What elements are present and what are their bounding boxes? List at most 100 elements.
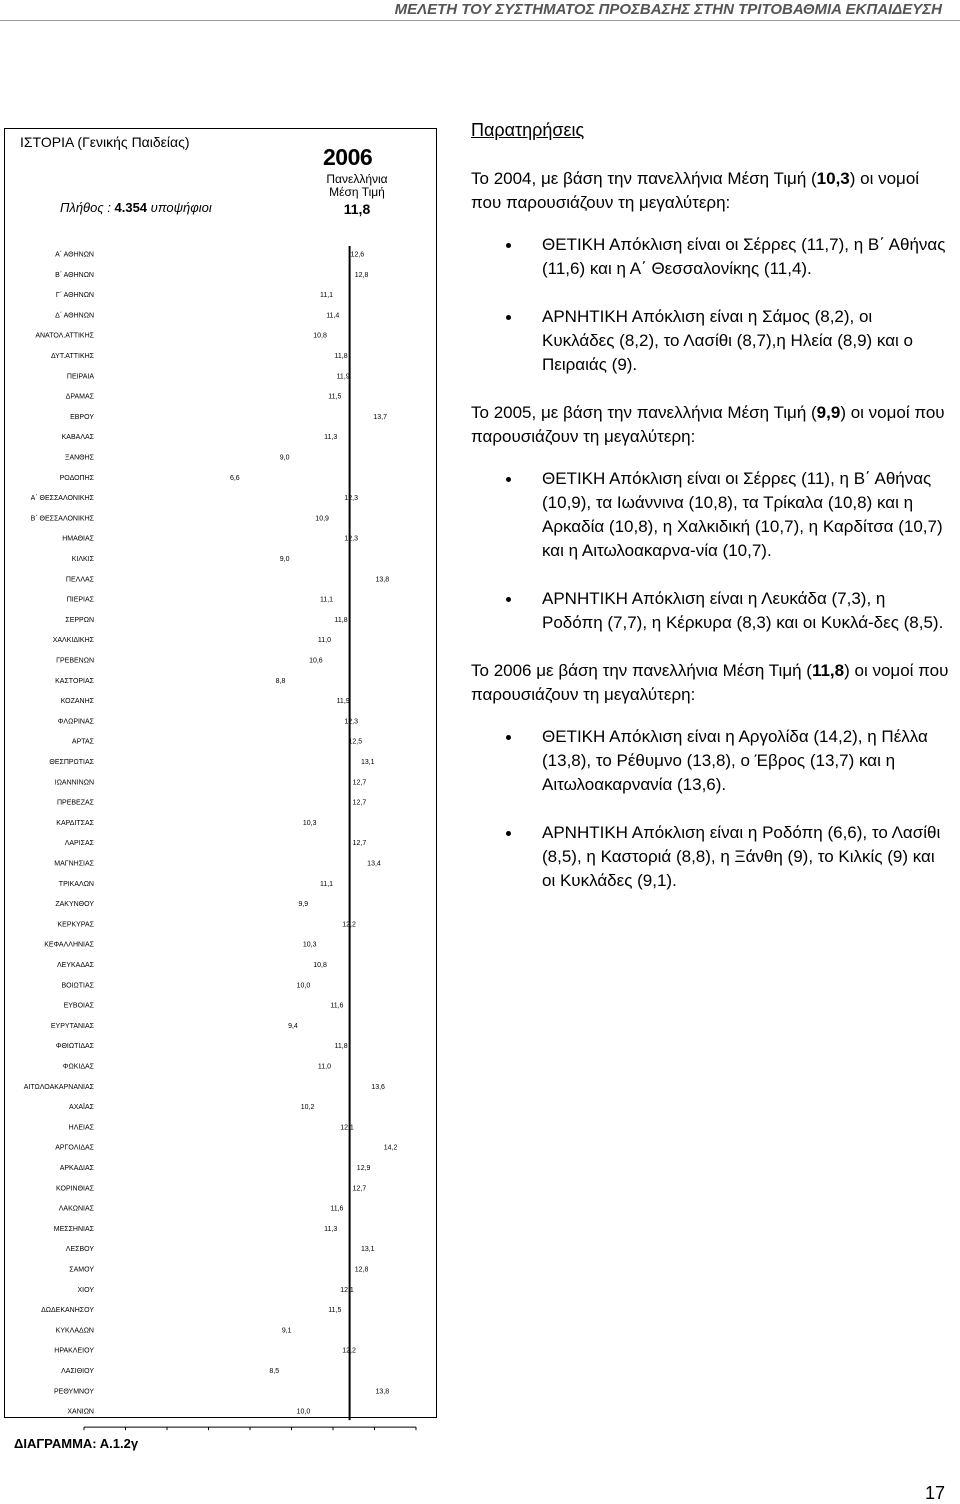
value-label: 10,2 [301, 1104, 315, 1111]
value-label: 12,1 [340, 1287, 354, 1294]
region-label: Γ΄ ΑΘΗΝΩΝ [56, 292, 94, 299]
region-label: ΣΑΜΟΥ [69, 1267, 94, 1274]
value-label: 9,1 [282, 1327, 292, 1334]
region-label: ΤΡΙΚΑΛΩΝ [59, 881, 94, 888]
value-label: 10,8 [313, 333, 327, 340]
observation-item: ΑΡΝΗΤΙΚΗ Απόκλιση είναι η Ροδόπη (6,6), … [471, 821, 949, 893]
bullet-icon [506, 477, 511, 482]
region-label: ΚΥΚΛΑΔΩΝ [56, 1327, 94, 1334]
region-label: ΔΩΔΕΚΑΝΗΣΟΥ [41, 1307, 94, 1314]
region-label: ΚΟΖΑΝΗΣ [61, 698, 95, 705]
region-label: ΚΑΡΔΙΤΣΑΣ [56, 820, 94, 827]
region-label: ΛΑΣΙΘΙΟΥ [61, 1368, 94, 1375]
value-label: 12,7 [353, 1185, 367, 1192]
count-label: Πλήθος : [60, 200, 111, 215]
value-label: 12,6 [351, 252, 365, 259]
value-label: 11,3 [324, 434, 337, 441]
observation-text: ΘΕΤΙΚΗ Απόκλιση είναι οι Σέρρες (11,7), … [542, 235, 946, 278]
value-label: 13,8 [375, 576, 389, 583]
value-label: 9,0 [280, 455, 290, 462]
value-label: 12,9 [357, 1165, 371, 1172]
value-label: 11,8 [334, 1043, 347, 1050]
region-label: ΚΑΒΑΛΑΣ [62, 434, 95, 441]
observations-sections: Το 2004, με βάση την πανελλήνια Μέση Τιμ… [471, 167, 949, 893]
value-label: 12,7 [353, 840, 367, 847]
region-label: ΠΡΕΒΕΖΑΣ [57, 800, 95, 807]
value-label: 13,8 [375, 1388, 389, 1395]
running-header-title: ΜΕΛΕΤΗ ΤΟΥ ΣΥΣΤΗΜΑΤΟΣ ΠΡΟΣΒΑΣΗΣ ΣΤΗΝ ΤΡΙ… [394, 1, 942, 18]
value-label: 10,8 [313, 962, 327, 969]
value-label: 11,0 [318, 1064, 331, 1071]
region-label: Δ΄ ΑΘΗΝΩΝ [55, 312, 94, 319]
value-label: 12,2 [342, 921, 356, 928]
observation-intro: Το 2006 με βάση την πανελλήνια Μέση Τιμή… [471, 659, 949, 707]
region-label: ΛΕΥΚΑΔΑΣ [57, 962, 95, 969]
region-label: ΛΕΣΒΟΥ [66, 1246, 95, 1253]
region-label: ΧΑΛΚΙΔΙΚΗΣ [53, 637, 95, 644]
region-label: ΑΝΑΤΟΛ.ΑΤΤΙΚΗΣ [35, 333, 94, 340]
region-label: ΕΒΡΟΥ [70, 414, 94, 421]
value-label: 11,1 [320, 881, 333, 888]
value-label: 10,3 [303, 820, 317, 827]
region-label: ΛΑΡΙΣΑΣ [65, 840, 95, 847]
value-label: 8,5 [269, 1368, 279, 1375]
region-label: ΓΡΕΒΕΝΩΝ [56, 658, 94, 665]
value-label: 13,6 [371, 1084, 385, 1091]
intro-mean-value: 10,3 [816, 169, 850, 188]
region-label: ΔΡΑΜΑΣ [66, 394, 95, 401]
region-label: ΒΟΙΩΤΙΑΣ [61, 982, 94, 989]
intro-text: ) οι νομοί που παρουσιάζουν τη μεγαλύτερ… [471, 169, 920, 212]
observation-intro: Το 2005, με βάση την πανελλήνια Μέση Τιμ… [471, 401, 949, 449]
value-label: 11,6 [330, 1003, 343, 1010]
value-label: 12,3 [344, 536, 358, 543]
value-label: 11,1 [320, 597, 333, 604]
observations-title: Παρατηρήσεις [471, 120, 585, 140]
region-label: Β΄ ΑΘΗΝΩΝ [55, 272, 94, 279]
mean-label-line2: Μέση Τιμή [329, 185, 385, 199]
region-label: ΔΥΤ.ΑΤΤΙΚΗΣ [51, 353, 95, 360]
value-label: 9,0 [280, 556, 290, 563]
value-label: 13,1 [361, 1246, 375, 1253]
candidate-count: Πλήθος : 4.354 υποψήφιοι [60, 200, 212, 215]
bullet-icon [506, 315, 511, 320]
region-label: ΙΩΑΝΝΙΝΩΝ [55, 779, 94, 786]
observation-item: ΘΕΤΙΚΗ Απόκλιση είναι οι Σέρρες (11,7), … [471, 233, 949, 281]
region-label: ΠΙΕΡΙΑΣ [67, 597, 95, 604]
region-label: ΖΑΚΥΝΘΟΥ [55, 901, 94, 908]
value-label: 13,4 [367, 861, 381, 868]
intro-text: Το 2006 με βάση την πανελλήνια Μέση Τιμή… [471, 661, 812, 680]
intro-text: Το 2005, με βάση την πανελλήνια Μέση Τιμ… [471, 403, 817, 422]
value-label: 8,8 [276, 678, 286, 685]
value-label: 10,6 [309, 658, 323, 665]
region-label: ΚΕΦΑΛΛΗΝΙΑΣ [44, 942, 94, 949]
value-label: 12,2 [342, 1348, 356, 1355]
region-label: ΜΑΓΝΗΣΙΑΣ [54, 861, 94, 868]
observation-intro: Το 2004, με βάση την πανελλήνια Μέση Τιμ… [471, 167, 949, 215]
region-label: ΑΡΤΑΣ [72, 739, 95, 746]
intro-text: ) οι νομοί που παρουσιάζουν τη μεγαλύτερ… [471, 403, 945, 446]
region-label: ΕΥΡΥΤΑΝΙΑΣ [51, 1023, 95, 1030]
region-label: ΠΕΛΛΑΣ [66, 576, 95, 583]
value-label: 10,3 [303, 942, 317, 949]
region-label: ΧΙΟΥ [77, 1287, 94, 1294]
value-label: 12,7 [353, 779, 367, 786]
region-label: ΚΟΡΙΝΘΙΑΣ [56, 1185, 95, 1192]
mean-label-line1: Πανελλήνια [326, 172, 388, 186]
value-label: 11,9 [337, 698, 350, 705]
value-label: 12,5 [349, 739, 363, 746]
region-label: ΦΩΚΙΔΑΣ [63, 1064, 95, 1071]
count-unit: υποψήφιοι [150, 200, 212, 215]
observation-text: ΘΕΤΙΚΗ Απόκλιση είναι η Αργολίδα (14,2),… [542, 727, 928, 794]
chart-year: 2006 [323, 144, 373, 170]
value-label: 12,3 [344, 495, 358, 502]
intro-mean-value: 9,9 [816, 403, 841, 422]
bullet-icon [506, 735, 511, 740]
value-label: 12,8 [355, 272, 369, 279]
value-label: 10,0 [297, 982, 311, 989]
intro-text: ) οι νομοί που παρουσιάζουν τη μεγαλύτερ… [471, 661, 949, 704]
value-label: 11,5 [328, 394, 341, 401]
region-label: ΑΙΤΩΛΟΑΚΑΡΝΑΝΙΑΣ [24, 1084, 95, 1091]
region-label: ΛΑΚΩΝΙΑΣ [59, 1206, 95, 1213]
region-label: ΑΧΑΪΑΣ [69, 1103, 95, 1111]
intro-mean-value: 11,8 [811, 661, 845, 680]
